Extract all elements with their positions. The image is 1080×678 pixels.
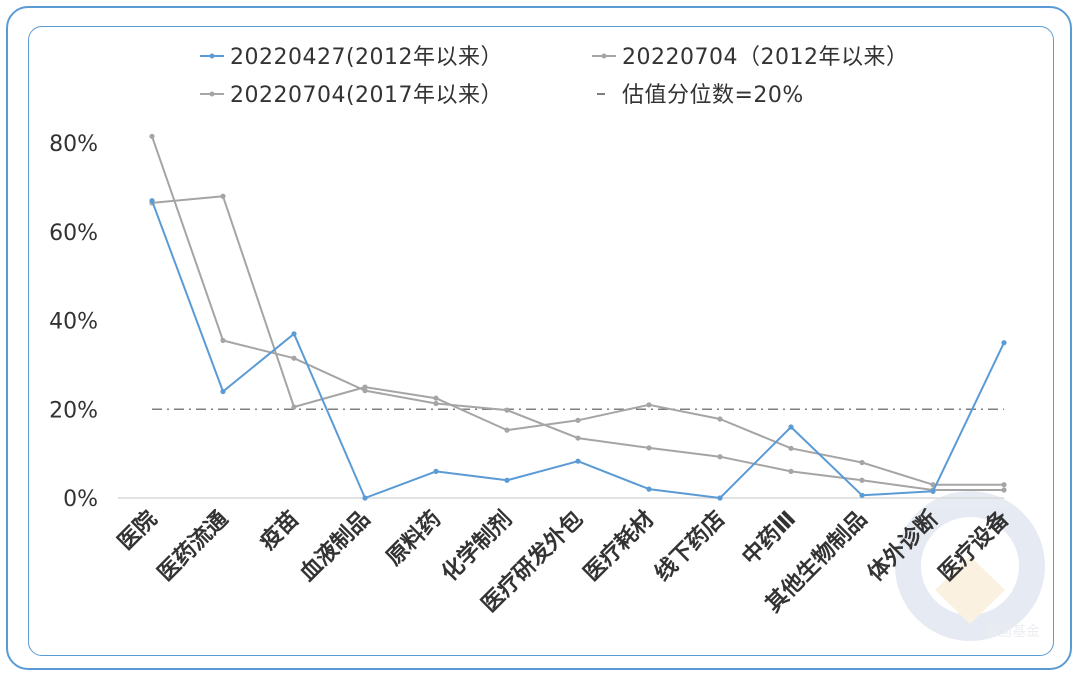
y-tick-label: 0%: [63, 487, 98, 512]
data-point: [433, 395, 439, 401]
x-category-label: 血液制品: [295, 506, 376, 587]
data-point: [788, 445, 794, 451]
data-point: [433, 468, 439, 474]
data-point: [1001, 487, 1007, 493]
legend-item-4: 估值分位数=20%: [597, 83, 804, 108]
data-point: [930, 482, 936, 488]
x-category-label: 医疗耗材: [579, 506, 660, 587]
x-category-label: 医院: [113, 506, 163, 556]
watermark-text: 富国基金: [984, 623, 1040, 640]
legend-marker-1: [209, 53, 215, 59]
data-point: [788, 424, 794, 430]
data-point: [362, 384, 368, 390]
data-point: [220, 337, 226, 344]
x-category-label: 中药Ⅲ: [738, 507, 802, 571]
legend-label-2: 20220704（2012年以来）: [622, 45, 908, 70]
data-point: [433, 400, 439, 407]
x-category-label: 原料药: [382, 507, 446, 571]
data-point: [504, 427, 510, 433]
data-point: [646, 486, 652, 492]
data-point: [788, 468, 794, 474]
data-point: [291, 331, 297, 337]
watermark-logo: 富国基金: [895, 491, 1045, 641]
x-category-label: 线下药店: [650, 506, 731, 587]
x-category-label: 医药流通: [153, 506, 234, 587]
series-3: [149, 133, 1007, 493]
data-point: [859, 477, 865, 483]
chart-inner-frame: [28, 26, 1054, 656]
watermark-ring: [895, 491, 1045, 641]
legend-label-3: 20220704(2017年以来）: [230, 83, 503, 108]
legend-label-1: 20220427(2012年以来）: [230, 45, 503, 70]
series-layer: [149, 133, 1007, 501]
y-tick-label: 40%: [49, 310, 98, 335]
legend-marker-3: [209, 91, 215, 97]
data-point: [717, 454, 723, 460]
series-line-1: [151, 200, 1005, 499]
data-point: [575, 417, 581, 423]
legend: 20220427(2012年以来） 20220704（2012年以来） 2022…: [200, 45, 908, 108]
legend-marker-2: [601, 53, 607, 59]
data-point: [717, 495, 723, 501]
legend-item-2: 20220704（2012年以来）: [592, 45, 908, 70]
data-point: [291, 355, 297, 361]
data-point: [859, 492, 865, 498]
data-point: [1001, 340, 1007, 346]
data-point: [859, 459, 865, 466]
data-point: [575, 435, 581, 441]
legend-item-1: 20220427(2012年以来）: [200, 45, 503, 70]
data-point: [220, 388, 226, 395]
data-point: [220, 193, 226, 199]
series-1: [149, 198, 1007, 501]
legend-label-4: 估值分位数=20%: [622, 83, 804, 108]
data-point: [149, 198, 155, 204]
x-category-label: 疫苗: [255, 506, 305, 556]
data-point: [362, 495, 368, 501]
data-point: [575, 458, 581, 464]
data-point: [930, 488, 936, 494]
data-point: [646, 445, 652, 451]
data-point: [1001, 482, 1007, 488]
data-point: [504, 477, 510, 483]
data-point: [717, 416, 723, 422]
y-tick-label: 60%: [49, 221, 98, 246]
data-point: [646, 402, 652, 408]
data-point: [149, 133, 155, 139]
y-tick-label: 80%: [49, 132, 98, 157]
watermark-diamond: [935, 556, 1005, 624]
data-point: [504, 407, 510, 413]
series-line-2: [151, 195, 1004, 486]
y-axis-ticks: 0% 20% 40% 60% 80%: [49, 132, 98, 512]
legend-item-3: 20220704(2017年以来）: [200, 83, 503, 108]
chart-outer-frame: [6, 6, 1072, 670]
series-2: [149, 193, 1007, 488]
y-tick-label: 20%: [49, 398, 98, 423]
data-point: [291, 404, 297, 410]
